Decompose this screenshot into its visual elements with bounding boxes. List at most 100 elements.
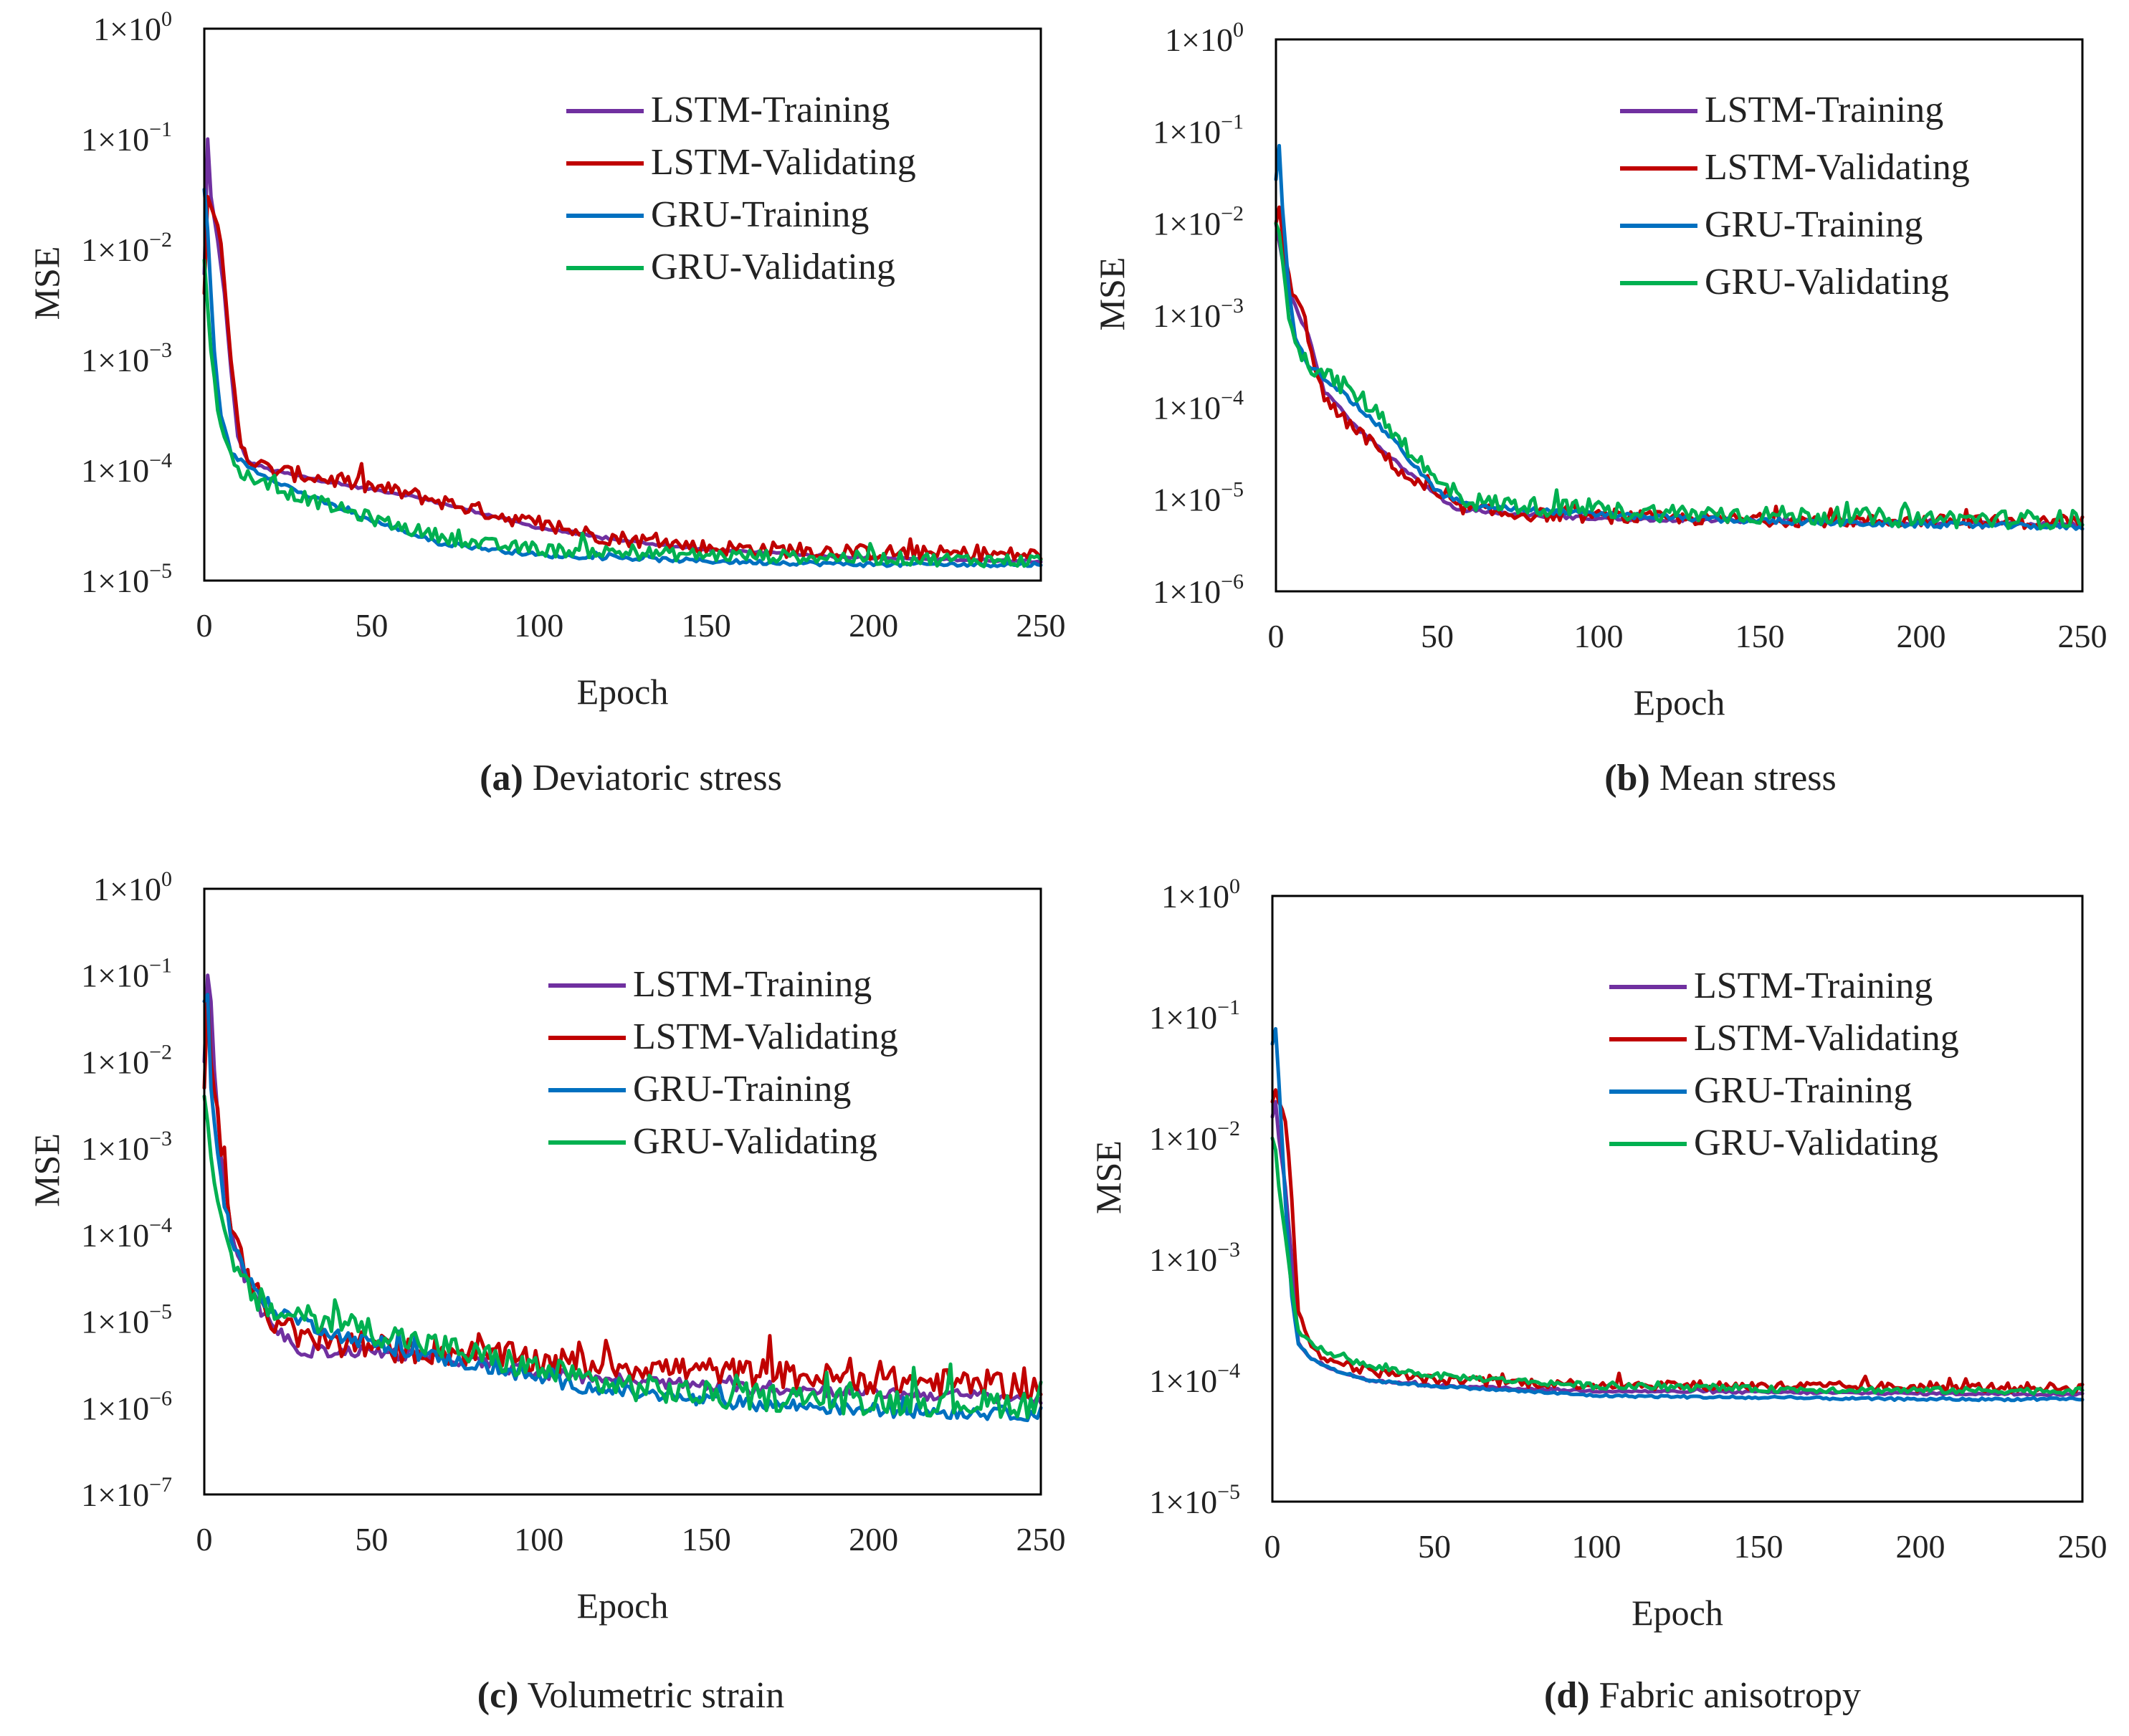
y-tick-label: 1×10−1 [1149, 996, 1240, 1036]
x-tick-label: 150 [682, 1521, 731, 1558]
x-axis-label: Epoch [1632, 1593, 1723, 1633]
y-tick-label: 1×100 [93, 7, 172, 47]
x-tick-label: 50 [1418, 1528, 1451, 1565]
chart-panel-c: 1×100 1×10−1 1×10−2 1×10−3 1×10−4 1×10−5 1×10−… [27, 867, 1066, 1716]
y-tick-label: 1×10−4 [1153, 386, 1244, 426]
x-tick-label: 250 [2058, 1528, 2107, 1565]
legend-label: GRU-Training [1705, 204, 1923, 245]
legend-label: LSTM-Validating [1694, 1018, 1959, 1059]
legend-label: GRU-Training [1694, 1070, 1912, 1111]
series-line-gru-validating [202, 1094, 1043, 1420]
x-tick-label: 200 [849, 607, 898, 644]
y-axis-label: MSE [1088, 1140, 1128, 1214]
y-axis-label: MSE [27, 247, 67, 320]
legend-label: GRU-Validating [651, 247, 895, 287]
plot-area-frame [203, 27, 1042, 582]
x-tick-label: 200 [1897, 618, 1946, 654]
series-line-lstm-training [202, 137, 1043, 564]
y-tick-label: 1×10−1 [1153, 110, 1244, 150]
series-line-gru-validating [202, 258, 1043, 568]
x-tick-label: 0 [196, 607, 213, 644]
y-tick-label: 1×10−5 [81, 1300, 172, 1340]
legend-label: LSTM-Validating [633, 1016, 898, 1057]
x-tick-label: 250 [1016, 1521, 1066, 1558]
x-tick-label: 150 [1734, 1528, 1783, 1565]
legend-label: GRU-Training [651, 194, 869, 235]
panel-caption: (c) Volumetric strain [477, 1675, 784, 1716]
chart-panel-b: 1×100 1×10−1 1×10−2 1×10−3 1×10−4 1×10−5 1×10−… [1092, 18, 2107, 798]
x-tick-label: 0 [1264, 1528, 1281, 1565]
x-axis-label: Epoch [577, 1585, 669, 1626]
x-tick-label: 100 [1574, 618, 1624, 654]
x-tick-label: 100 [514, 1521, 563, 1558]
legend-label: GRU-Validating [1694, 1122, 1938, 1163]
x-tick-label: 150 [682, 607, 731, 644]
y-tick-label: 1×10−3 [81, 1127, 172, 1167]
series-line-lstm-validating [1270, 1088, 2085, 1395]
x-tick-label: 250 [1016, 607, 1066, 644]
y-tick-label: 1×10−2 [81, 228, 172, 268]
series-line-gru-training [1270, 1026, 2085, 1403]
y-tick-label: 1×10−5 [81, 559, 172, 599]
plot-area-frame [1275, 38, 2084, 593]
legend-label: GRU-Validating [633, 1121, 877, 1162]
y-tick-label: 1×10−2 [1153, 202, 1244, 242]
y-tick-label: 1×10−2 [1149, 1117, 1240, 1157]
y-tick-label: 1×10−3 [81, 338, 172, 378]
x-tick-label: 200 [849, 1521, 898, 1558]
y-tick-label: 1×10−4 [81, 449, 172, 489]
x-axis-label: Epoch [1634, 682, 1725, 722]
x-tick-label: 100 [514, 607, 563, 644]
x-tick-label: 200 [1896, 1528, 1945, 1565]
chart-panel-d: 1×100 1×10−1 1×10−2 1×10−3 1×10−4 1×10−5 0 50 10… [1088, 874, 2107, 1716]
y-tick-label: 1×10−6 [81, 1386, 172, 1426]
series-line-gru-validating [1270, 1136, 2085, 1396]
y-tick-label: 1×10−1 [81, 954, 172, 994]
legend-label: LSTM-Validating [1705, 147, 1970, 188]
x-tick-label: 50 [355, 1521, 388, 1558]
y-tick-label: 1×100 [1161, 874, 1240, 915]
series-line-gru-training [202, 993, 1043, 1423]
y-tick-label: 1×10−3 [1153, 294, 1244, 334]
y-tick-label: 1×10−2 [81, 1040, 172, 1080]
y-tick-label: 1×100 [1165, 18, 1244, 58]
y-tick-label: 1×10−7 [81, 1473, 172, 1513]
x-tick-label: 250 [2058, 618, 2107, 654]
y-tick-label: 1×10−3 [1149, 1238, 1240, 1278]
legend-label: LSTM-Training [1694, 965, 1933, 1006]
y-tick-label: 1×100 [93, 867, 172, 907]
series-line-lstm-validating [202, 195, 1043, 564]
series-line-lstm-training [1274, 221, 2085, 528]
legend-label: LSTM-Training [651, 90, 890, 130]
series-line-lstm-validating [202, 993, 1043, 1400]
x-tick-label: 50 [1421, 618, 1454, 654]
legend-label: GRU-Validating [1705, 262, 1949, 302]
legend: LSTM-Training LSTM-Validating GRU-Training… [566, 90, 916, 287]
y-axis-label: MSE [27, 1133, 67, 1207]
panel-caption: (b) Mean stress [1604, 758, 1837, 798]
y-tick-label: 1×10−1 [81, 118, 172, 158]
plot-area-frame [1271, 895, 2084, 1503]
y-axis-label: MSE [1092, 257, 1132, 331]
series-line-gru-validating [1274, 221, 2085, 530]
legend-label: GRU-Training [633, 1069, 851, 1110]
x-tick-label: 150 [1735, 618, 1785, 654]
legend: LSTM-Training LSTM-Validating GRU-Training… [1609, 965, 1959, 1163]
series-line-gru-training [1274, 143, 2085, 531]
x-tick-label: 0 [1268, 618, 1285, 654]
legend-label: LSTM-Validating [651, 142, 916, 183]
y-tick-label: 1×10−5 [1153, 478, 1244, 518]
y-tick-label: 1×10−6 [1153, 570, 1244, 610]
x-tick-label: 0 [196, 1521, 213, 1558]
panel-caption: (d) Fabric anisotropy [1544, 1675, 1861, 1716]
legend-label: LSTM-Training [633, 964, 872, 1005]
x-tick-label: 100 [1572, 1528, 1621, 1565]
y-tick-label: 1×10−4 [1149, 1359, 1240, 1399]
legend: LSTM-Training LSTM-Validating GRU-Training… [1620, 90, 1970, 302]
series-line-lstm-validating [1274, 205, 2085, 530]
y-tick-label: 1×10−5 [1149, 1480, 1240, 1520]
panel-caption: (a) Deviatoric stress [480, 758, 782, 798]
x-tick-label: 50 [355, 607, 388, 644]
plot-area-frame [203, 887, 1042, 1496]
